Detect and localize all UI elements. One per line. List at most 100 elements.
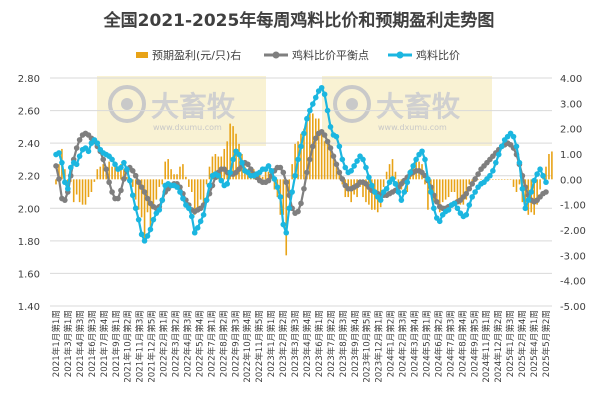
x-tick-label: 2024年3月第4周: [409, 310, 421, 377]
profit-bar: [188, 179, 190, 187]
balance-point: [321, 132, 328, 138]
profit-bar: [438, 179, 441, 213]
profit-bar: [338, 174, 341, 180]
profit-bar: [273, 179, 276, 190]
profit-bar: [214, 154, 217, 180]
profit-bar: [264, 169, 267, 180]
profit-bar: [323, 141, 326, 180]
watermark-logo-icon: [108, 85, 146, 123]
profit-bar: [99, 166, 102, 180]
right-tick-label: 3.00: [560, 99, 582, 110]
ratio-point: [292, 172, 298, 179]
ratio-series: [53, 84, 549, 244]
watermark-logo-dot: [346, 98, 358, 110]
ratio-point: [277, 194, 284, 200]
balance-point: [277, 164, 284, 171]
profit-bar: [143, 179, 146, 243]
profit-bar: [480, 179, 482, 180]
profit-bar: [75, 179, 78, 195]
ratio-point: [428, 189, 434, 195]
profit-bar: [497, 179, 500, 180]
ratio-point: [301, 130, 307, 137]
ratio-point: [445, 207, 452, 213]
ratio-point: [363, 164, 369, 171]
ratio-point: [274, 184, 281, 190]
ratio-point: [537, 166, 543, 172]
ratio-point: [304, 115, 310, 122]
ratio-point: [490, 168, 496, 174]
ratio-point: [354, 158, 360, 164]
balance-point: [283, 179, 290, 186]
ratio-point: [404, 179, 411, 186]
ratio-point: [431, 205, 437, 212]
profit-bar: [202, 179, 205, 205]
x-tick-label: 2023年6月第1周: [313, 310, 325, 377]
ratio-point: [531, 177, 537, 184]
profit-bar: [329, 146, 332, 180]
x-tick-label: 2022年5月第4周: [193, 310, 205, 377]
right-tick-label: -3.00: [560, 251, 586, 262]
ratio-point: [283, 229, 290, 236]
profit-bar: [282, 179, 285, 215]
profit-bar: [158, 179, 161, 187]
x-tick-label: 2023年1月第1周: [265, 310, 277, 377]
profit-bar: [362, 179, 364, 198]
ratio-point: [410, 163, 416, 169]
profit-bar: [108, 161, 110, 180]
x-tick-label: 2024年5月第1周: [421, 310, 433, 377]
ratio-point: [177, 189, 183, 195]
balance-point: [475, 171, 481, 177]
x-tick-label: 2023年2月第2周: [277, 310, 289, 377]
profit-bar: [64, 169, 66, 180]
ratio-point: [268, 168, 275, 174]
profit-bar: [261, 176, 264, 180]
profit-bar: [447, 179, 450, 198]
profit-bar: [258, 171, 261, 180]
left-tick-label: 2.80: [18, 74, 40, 85]
profit-bar: [388, 164, 391, 180]
ratio-point: [466, 202, 473, 208]
x-axis: 2021年1月第1周 2021年3月第1周 2021年4月第3周 2021年6月第3周…: [50, 310, 552, 383]
ratio-point: [318, 84, 325, 91]
watermark-brand: 大畜牧: [376, 90, 461, 123]
ratio-point: [218, 177, 225, 184]
x-tick-label: 2021年9月第1周: [110, 310, 122, 377]
ratio-point: [321, 91, 328, 98]
profit-bar: [530, 179, 533, 213]
ratio-point: [180, 195, 186, 202]
profit-bar: [456, 179, 459, 200]
ratio-point: [206, 182, 213, 189]
ratio-point: [186, 205, 192, 212]
profit-bar: [368, 179, 370, 205]
profit-bar: [471, 179, 474, 182]
ratio-point: [395, 189, 402, 195]
profit-bar: [193, 179, 196, 215]
ratio-point: [156, 207, 163, 213]
ratio-point: [540, 172, 546, 179]
profit-bar: [114, 161, 116, 180]
profit-bar: [217, 156, 220, 180]
ratio-point: [141, 238, 148, 244]
ratio-point: [498, 143, 505, 150]
profit-bar: [72, 179, 75, 203]
ratio-point: [271, 176, 278, 182]
ratio-point: [398, 197, 405, 203]
profit-bar: [196, 179, 199, 213]
profit-bar: [58, 164, 60, 180]
profit-bar: [176, 174, 178, 180]
ratio-point: [227, 169, 233, 176]
x-tick-label: 2024年1月第2周: [385, 310, 397, 377]
profit-bar: [335, 166, 338, 180]
profit-bar: [190, 179, 193, 192]
ratio-point: [493, 159, 499, 166]
left-tick-label: 1.80: [18, 237, 40, 248]
legend: 预期盈利(元/只)右 鸡料比价平衡点 鸡料比价: [136, 48, 460, 62]
x-tick-label: 2025年1月第3周: [504, 310, 516, 377]
profit-bar: [459, 179, 462, 205]
x-tick-label: 2025年4月第1周: [528, 310, 540, 377]
profit-bar: [140, 179, 143, 218]
balance-point: [62, 197, 68, 203]
profit-bar: [444, 179, 447, 200]
ratio-point: [56, 150, 62, 156]
